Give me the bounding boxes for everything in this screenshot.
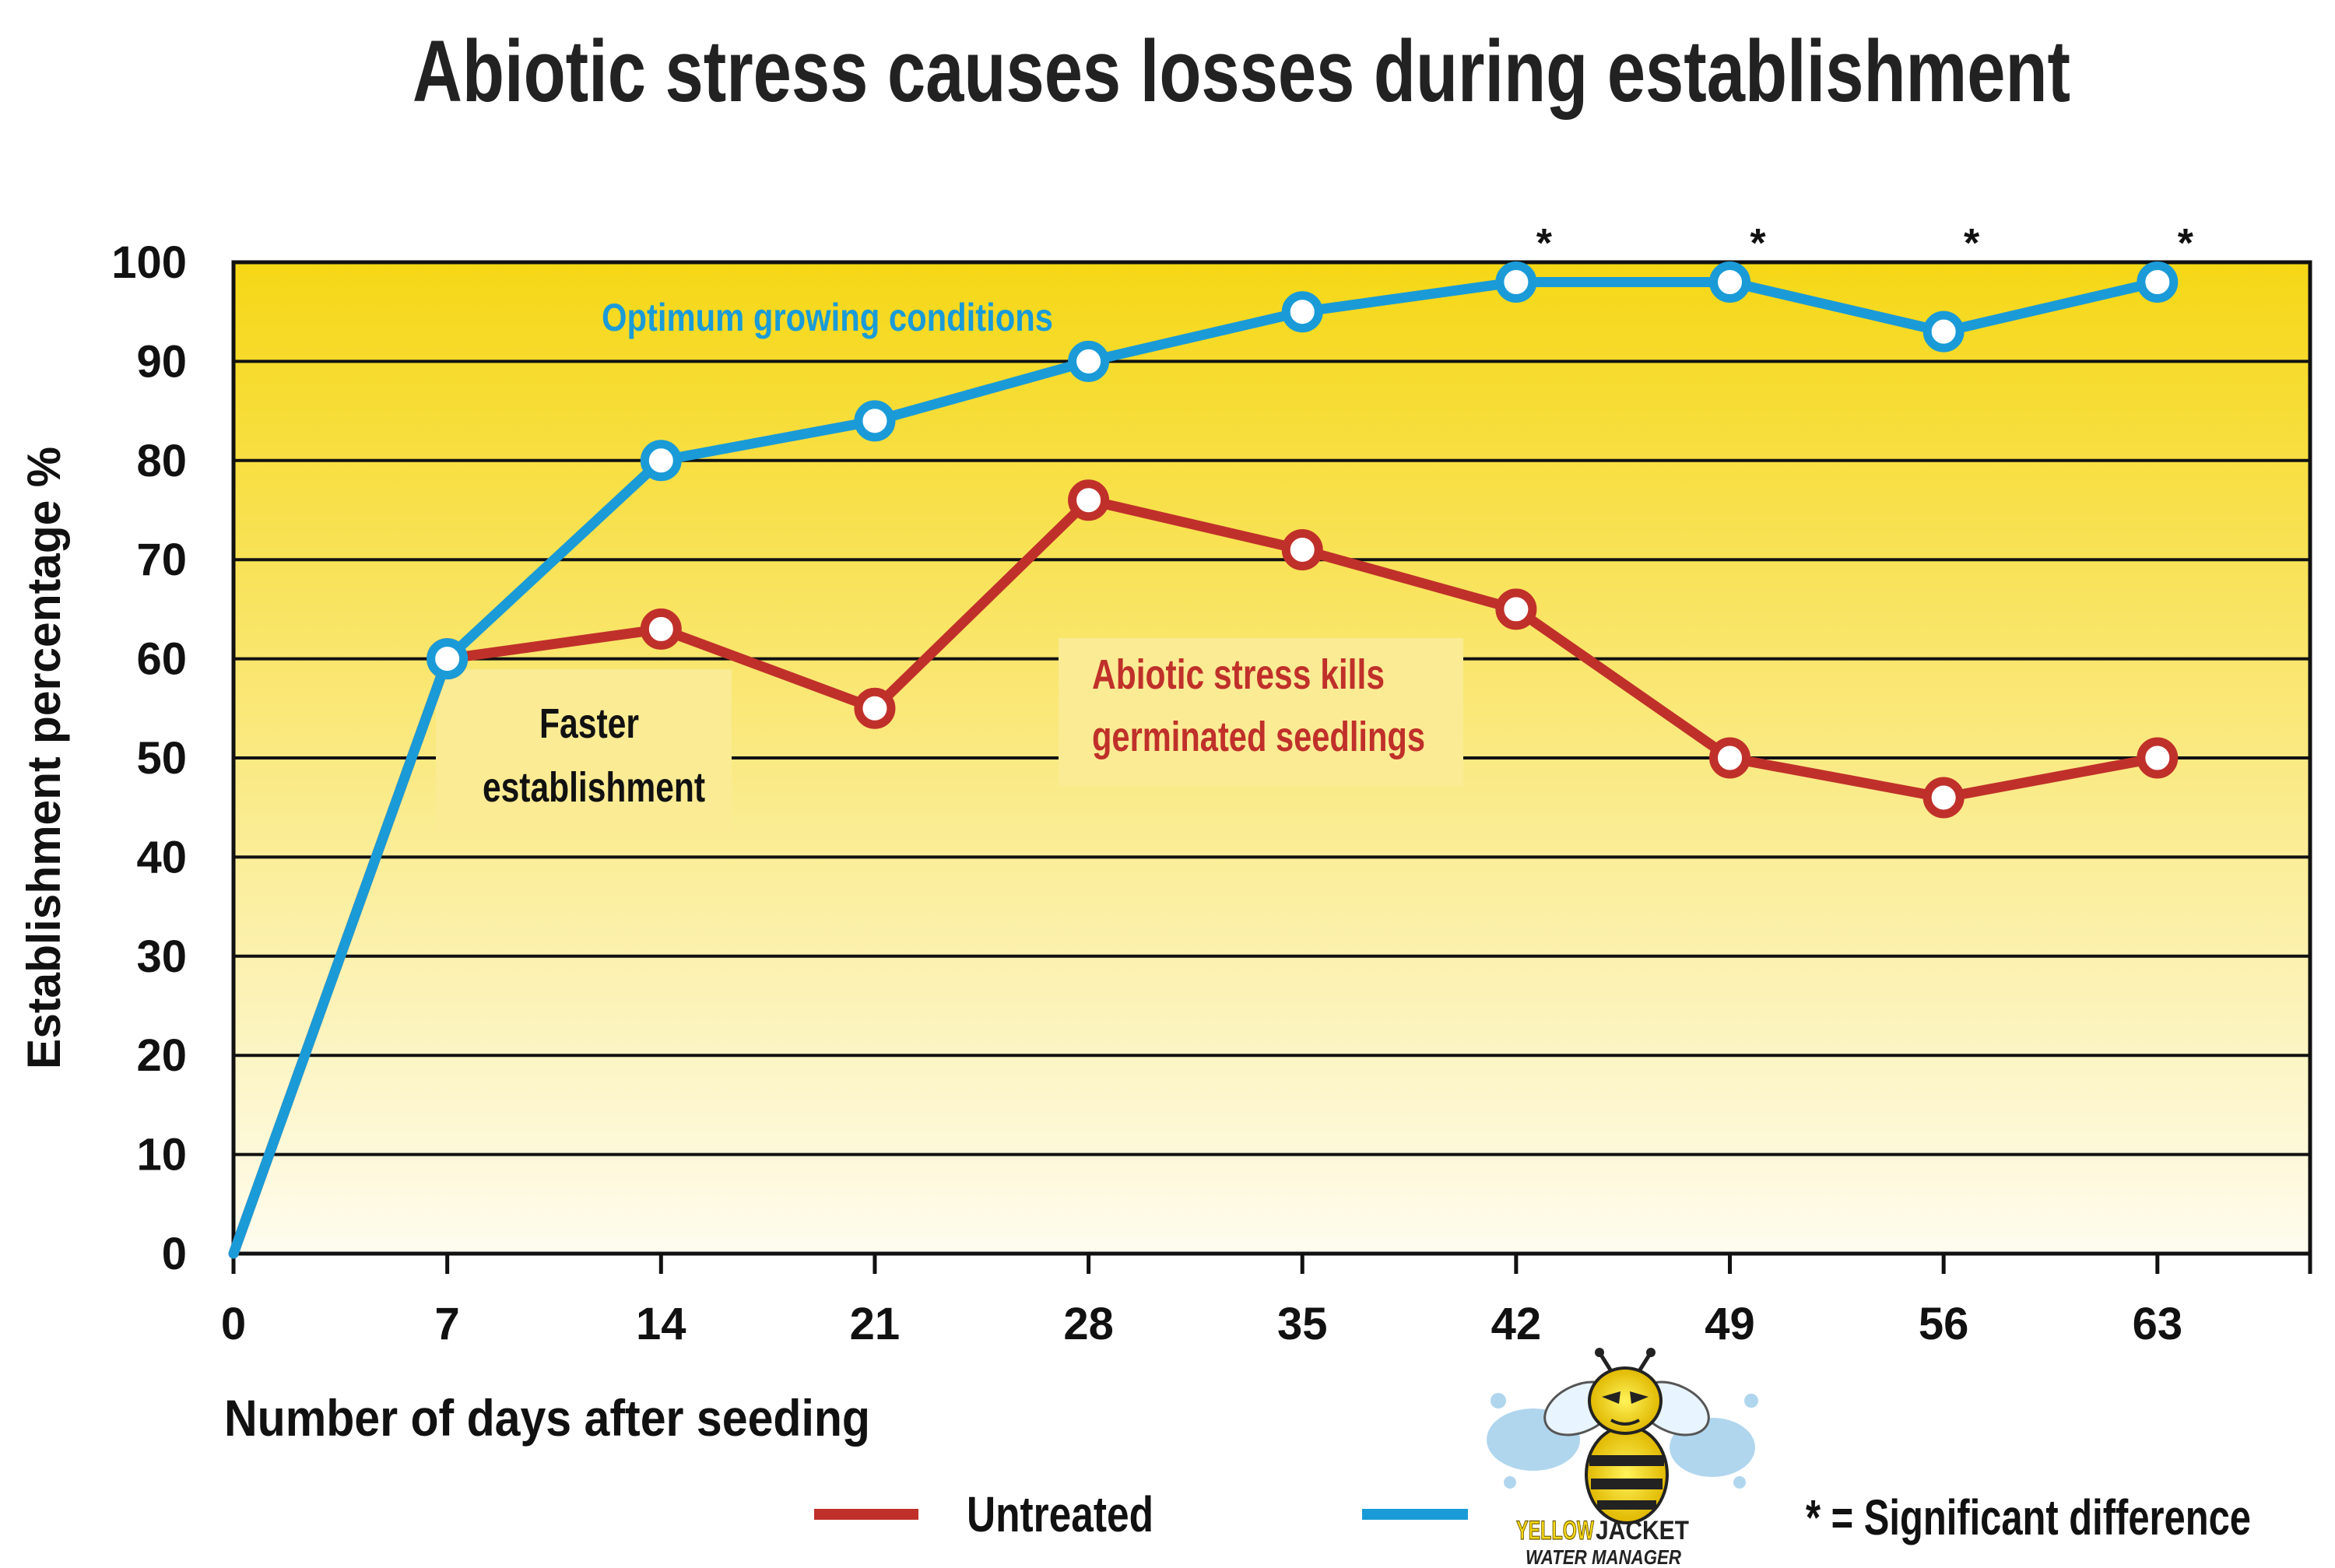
significance-star-49: * xyxy=(1750,221,1766,266)
y-tick-label-80: 80 xyxy=(136,436,187,486)
y-tick-label-50: 50 xyxy=(136,733,187,784)
x-tick-label-35: 35 xyxy=(1277,1299,1328,1349)
chart-title: Abiotic stress causes losses during esta… xyxy=(413,23,2070,120)
series-0-point-35 xyxy=(1281,528,1323,570)
series-1-point-14 xyxy=(640,440,682,482)
series-line-1 xyxy=(228,276,2163,1259)
series-0-point-49 xyxy=(1709,737,1751,779)
y-tick-label-100: 100 xyxy=(111,237,187,288)
series-1-point-7 xyxy=(427,638,469,680)
series-0-point-56 xyxy=(1922,777,1965,819)
y-axis-label: Establishment percentage % xyxy=(18,447,70,1069)
abiotic-annotation-line1: Abiotic stress kills xyxy=(1092,651,1385,698)
abiotic-label-bg xyxy=(1059,638,1463,786)
x-tick-label-63: 63 xyxy=(2133,1299,2183,1349)
y-tick-label-40: 40 xyxy=(136,832,187,882)
significance-markers: * * * * xyxy=(1536,221,2194,266)
logo-brand-yellow: YELLOW xyxy=(1516,1516,1595,1545)
series-0-point-63 xyxy=(2137,737,2179,779)
series-1-point-49 xyxy=(1709,261,1751,303)
x-tick-label-42: 42 xyxy=(1491,1299,1542,1349)
y-tick-label-90: 90 xyxy=(136,336,187,387)
series-1-point-35 xyxy=(1281,291,1323,333)
x-tick-label-0: 0 xyxy=(221,1299,246,1349)
x-axis-ticks: 0 7 14 21 28 35 42 49 56 63 xyxy=(221,1254,2312,1349)
faster-annotation-line1: Faster xyxy=(539,700,639,747)
faster-label-bg xyxy=(436,669,732,833)
series-1-point-21 xyxy=(854,400,896,442)
legend-untreated-label: Untreated xyxy=(967,1486,1153,1542)
series-1-point-56 xyxy=(1922,310,1965,353)
series-1-point-42 xyxy=(1495,261,1537,303)
series-layer xyxy=(228,261,2179,1259)
x-tick-label-14: 14 xyxy=(636,1299,686,1349)
bee-mascot-icon xyxy=(1543,1348,1710,1524)
optimum-annotation: Optimum growing conditions xyxy=(602,296,1053,339)
y-tick-label-0: 0 xyxy=(162,1229,187,1279)
significance-star-56: * xyxy=(1964,221,1980,266)
x-tick-label-21: 21 xyxy=(850,1299,901,1349)
y-tick-label-10: 10 xyxy=(136,1130,187,1180)
legend: Untreated xyxy=(814,1348,2251,1568)
y-tick-label-60: 60 xyxy=(136,634,187,685)
series-0-point-14 xyxy=(640,608,682,650)
y-tick-label-20: 20 xyxy=(136,1030,187,1081)
significance-star-63: * xyxy=(2178,221,2194,266)
faster-annotation-line2: establishment xyxy=(483,764,705,811)
series-1 xyxy=(228,261,2179,1259)
series-1-point-63 xyxy=(2137,261,2179,303)
series-0-point-42 xyxy=(1495,588,1537,630)
logo-subtitle: WATER MANAGER xyxy=(1526,1545,1681,1568)
plot-frame xyxy=(231,260,2312,1256)
series-1-point-28 xyxy=(1068,340,1110,382)
yellow-jacket-logo: YELLOW JACKET WATER MANAGER xyxy=(1487,1348,1758,1568)
series-0-point-28 xyxy=(1068,479,1110,521)
y-tick-label-70: 70 xyxy=(136,535,187,585)
y-axis-ticks: 0 10 20 30 40 50 60 70 80 90 100 xyxy=(111,237,187,1279)
series-0 xyxy=(228,479,2179,1259)
series-line-0 xyxy=(228,495,2163,1259)
logo-brand-jacket: JACKET xyxy=(1596,1516,1689,1545)
abiotic-annotation-line2: germinated seedlings xyxy=(1092,714,1425,760)
x-tick-label-56: 56 xyxy=(1919,1299,1969,1349)
significance-note: * = Significant difference xyxy=(1806,1489,2251,1545)
x-axis-label: Number of days after seeding xyxy=(224,1389,870,1447)
series-0-point-21 xyxy=(854,687,896,729)
x-tick-label-28: 28 xyxy=(1063,1299,1114,1349)
x-tick-label-49: 49 xyxy=(1705,1299,1755,1349)
significance-star-42: * xyxy=(1536,221,1553,266)
x-tick-label-7: 7 xyxy=(435,1299,460,1349)
y-tick-label-30: 30 xyxy=(136,931,187,982)
